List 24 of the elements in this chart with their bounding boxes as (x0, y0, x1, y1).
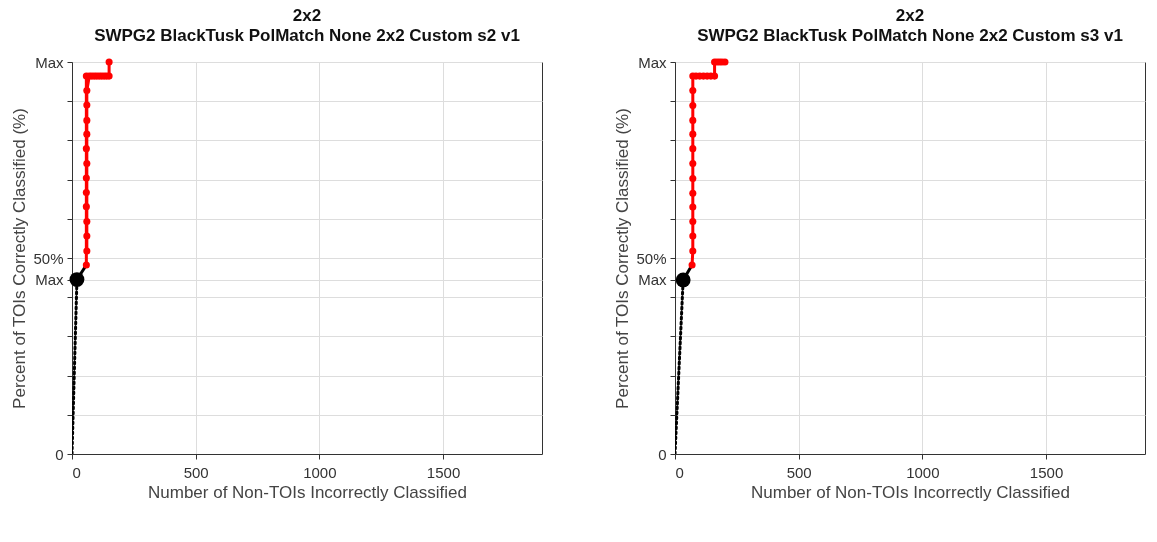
chart-subtitle: SWPG2 BlackTusk PolMatch None 2x2 Custom s3 v1 (697, 26, 1123, 45)
x-tick-label: 0 (675, 463, 684, 481)
chart-title: 2x2 (895, 6, 925, 25)
x-tick-label: 1500 (426, 463, 461, 481)
x-tick-label: 500 (786, 463, 812, 481)
x-tick-label: 0 (72, 463, 81, 481)
x-tick-label: 1000 (303, 463, 337, 481)
chart-subtitle: SWPG2 BlackTusk PolMatch None 2x2 Custom s2 v1 (94, 26, 520, 45)
y-tick-label: 50% (636, 249, 667, 267)
y-tick-label: Max (35, 53, 64, 71)
chart-title: 2x2 (292, 6, 322, 25)
x-tick-label: 1000 (906, 463, 940, 481)
y-tick-label: 0 (55, 445, 64, 463)
y-axis-title: Percent of TOIs Correctly Classified (%) (613, 108, 633, 409)
x-tick-label: 500 (183, 463, 209, 481)
y-axis-title: Percent of TOIs Correctly Classified (%) (10, 108, 30, 409)
y-tick-label: Max (638, 271, 667, 289)
y-tick-label: 0 (658, 445, 667, 463)
x-axis-title: Number of Non-TOIs Incorrectly Classified (750, 482, 1071, 502)
y-tick-label: Max (35, 271, 64, 289)
x-tick-label: 1500 (1029, 463, 1064, 481)
y-tick-label: 50% (33, 249, 64, 267)
x-axis-title: Number of Non-TOIs Incorrectly Classified (147, 482, 468, 502)
y-tick-label: Max (638, 53, 667, 71)
